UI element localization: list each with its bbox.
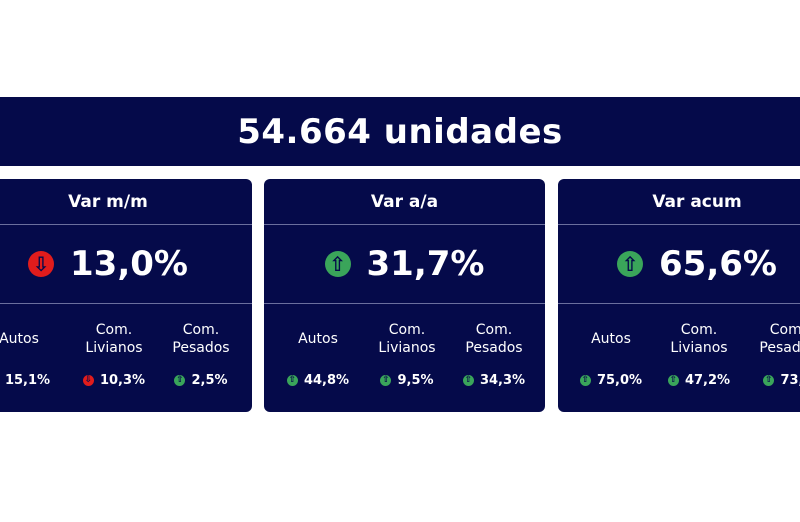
arrow-up-icon: ⇧ xyxy=(667,375,679,386)
breakdown-label: Com. Livianos xyxy=(85,322,143,356)
arrow-up-icon: ⇧ xyxy=(324,251,351,277)
main-percentage: 31,7% xyxy=(366,244,485,284)
breakdown-value: 75,0% xyxy=(596,373,643,388)
main-percentage: 13,0% xyxy=(70,244,188,284)
breakdown-value: 44,8% xyxy=(303,373,350,388)
card-title: Var acum xyxy=(558,179,800,225)
breakdown-label: Com. Pesados xyxy=(172,322,230,356)
total-units-banner: 54.664 unidades xyxy=(0,97,800,166)
card-var-acum: Var acum ⇧ 65,6% Autos ⇧ 75,0% Com. Livia… xyxy=(558,179,800,412)
breakdown-com-livianos: Com. Livianos ⇧ 47,2% xyxy=(655,319,743,388)
card-main-metric: ⇩ 13,0% xyxy=(0,225,252,304)
breakdown-com-livianos: Com. Livianos ⇩ 10,3% xyxy=(70,319,158,388)
breakdown-autos: Autos ⇩15,1% xyxy=(0,319,63,388)
breakdown: Autos ⇩15,1% Com. Livianos ⇩ 10,3% Com. P… xyxy=(0,319,252,399)
breakdown-label: Autos xyxy=(298,331,338,347)
card-title: Var m/m xyxy=(0,179,252,225)
card-var-mm: Var m/m ⇩ 13,0% Autos ⇩15,1% Com. Livian… xyxy=(0,179,252,412)
breakdown-com-pesados: Com. Pesados ⇧ 34,3% xyxy=(450,319,538,388)
breakdown-com-pesados: Com. Pesados ⇧ 2,5% xyxy=(157,319,245,388)
breakdown-label: Com. Livianos xyxy=(378,322,436,356)
breakdown: Autos ⇧ 44,8% Com. Livianos ⇧ 9,5% Com. Pe… xyxy=(264,319,545,399)
arrow-up-icon: ⇧ xyxy=(286,375,298,386)
arrow-up-icon: ⇧ xyxy=(380,375,392,386)
total-units-value: 54.664 unidades xyxy=(237,111,563,152)
breakdown-autos: Autos ⇧ 44,8% xyxy=(274,319,362,388)
main-percentage: 65,6% xyxy=(659,244,777,284)
breakdown-com-livianos: Com. Livianos ⇧ 9,5% xyxy=(363,319,451,388)
breakdown-label: Autos xyxy=(0,331,39,347)
card-main-metric: ⇧ 31,7% xyxy=(264,225,545,304)
breakdown-com-pesados: Com. Pesados ⇧ 73,1 xyxy=(744,319,800,388)
breakdown-label: Com. Pesados xyxy=(759,322,800,356)
arrow-up-icon: ⇧ xyxy=(174,375,186,386)
arrow-up-icon: ⇧ xyxy=(579,375,591,386)
breakdown-value: 9,5% xyxy=(397,373,434,388)
breakdown-autos: Autos ⇧ 75,0% xyxy=(567,319,655,388)
breakdown-value: 47,2% xyxy=(684,373,731,388)
card-title: Var a/a xyxy=(264,179,545,225)
arrow-up-icon: ⇧ xyxy=(462,375,474,386)
card-var-aa: Var a/a ⇧ 31,7% Autos ⇧ 44,8% Com. Livian… xyxy=(264,179,545,412)
breakdown-label: Com. Livianos xyxy=(670,322,728,356)
breakdown-label: Com. Pesados xyxy=(465,322,523,356)
arrow-down-icon: ⇩ xyxy=(28,251,55,277)
arrow-up-icon: ⇧ xyxy=(617,251,644,277)
breakdown-label: Autos xyxy=(591,331,631,347)
arrow-up-icon: ⇧ xyxy=(763,375,775,386)
arrow-down-icon: ⇩ xyxy=(82,375,94,386)
breakdown-value: 15,1% xyxy=(4,373,51,388)
breakdown-value: 34,3% xyxy=(479,373,526,388)
breakdown-value: 10,3% xyxy=(99,373,146,388)
breakdown-value: 2,5% xyxy=(191,373,228,388)
breakdown-value: 73,1 xyxy=(780,373,800,388)
breakdown: Autos ⇧ 75,0% Com. Livianos ⇧ 47,2% Com. P… xyxy=(558,319,800,399)
card-main-metric: ⇧ 65,6% xyxy=(558,225,800,304)
